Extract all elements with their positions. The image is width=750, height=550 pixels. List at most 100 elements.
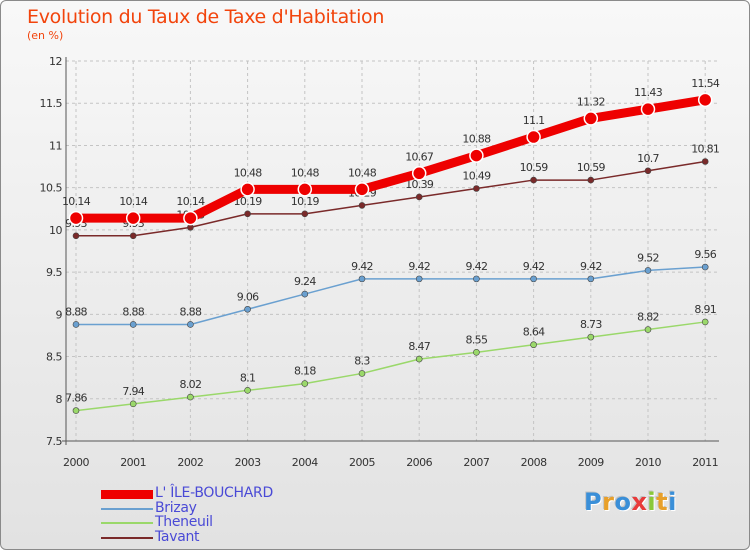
proxiti-logo: Proxiti: [584, 488, 677, 516]
data-label: 9.56: [694, 248, 716, 261]
data-label: 10.14: [119, 195, 148, 208]
series-point-0: [640, 101, 656, 117]
logo-letter: o: [614, 488, 632, 516]
series-point-1: [358, 275, 366, 283]
series-point-3: [415, 193, 423, 201]
data-label: 10.39: [405, 178, 434, 191]
logo-letter: r: [602, 488, 615, 516]
x-tick-label: 2004: [292, 456, 318, 469]
series-line-3: [75, 160, 706, 237]
data-label: 10.48: [234, 166, 263, 179]
data-label: 10.49: [462, 170, 491, 183]
x-tick-label: 2007: [463, 456, 489, 469]
data-label: 8.1: [240, 371, 255, 384]
series-point-3: [129, 232, 137, 240]
x-tick-label: 2002: [177, 456, 203, 469]
data-label: 8.88: [65, 305, 87, 318]
data-label: 8.18: [294, 365, 316, 378]
series-point-2: [587, 333, 595, 341]
data-label: 10.59: [577, 161, 606, 174]
series-line-0: [71, 95, 710, 223]
series-point-3: [358, 202, 366, 209]
series-point-1: [129, 321, 137, 328]
series-point-1: [301, 290, 309, 298]
series-point-1: [644, 267, 652, 274]
data-label: 10.14: [62, 195, 91, 208]
series-point-2: [358, 370, 366, 377]
data-label: 9.42: [351, 260, 373, 273]
logo-letter: i: [668, 488, 677, 516]
y-tick-label: 10.5: [40, 182, 63, 195]
series-point-2: [473, 349, 480, 356]
y-tick-label: 8: [56, 393, 63, 406]
data-label: 10.48: [348, 166, 377, 179]
y-tick-label: 11: [49, 139, 62, 152]
series-point-3: [701, 158, 709, 165]
legend-swatch: [101, 536, 153, 539]
series-point-3: [587, 176, 595, 184]
series-point-2: [72, 407, 80, 414]
series-point-1: [187, 321, 194, 328]
logo-letter: x: [631, 488, 648, 516]
legend-label: Tavant: [155, 528, 200, 545]
series-point-0: [697, 92, 713, 108]
data-label: 10.19: [234, 195, 263, 208]
data-label: 7.94: [122, 385, 144, 398]
series-point-0: [240, 182, 255, 197]
series-point-3: [644, 167, 652, 175]
data-label: 9.52: [637, 251, 659, 264]
data-label: 8.91: [694, 303, 716, 316]
data-label: 9.06: [237, 290, 259, 303]
chart-title: Evolution du Taux de Taxe d'Habitation: [27, 6, 385, 28]
y-tick-label: 11.5: [40, 97, 63, 110]
series-point-1: [530, 275, 537, 283]
data-label: 10.59: [520, 161, 549, 174]
x-tick-label: 2009: [578, 456, 604, 469]
data-label: 8.55: [466, 333, 488, 346]
data-label: 9.42: [466, 260, 488, 273]
data-label: 11.1: [523, 114, 545, 127]
series-point-2: [301, 380, 309, 387]
series-point-1: [473, 275, 480, 283]
data-label: 8.47: [408, 340, 430, 353]
series-point-0: [469, 148, 484, 163]
series-point-0: [125, 210, 141, 226]
series-point-2: [415, 355, 423, 363]
series-point-3: [72, 232, 80, 240]
y-tick-label: 12: [49, 55, 62, 68]
series-point-0: [526, 129, 541, 145]
series-point-0: [354, 182, 370, 197]
data-label: 8.02: [180, 378, 202, 391]
y-tick-label: 10: [49, 224, 62, 237]
logo-letter: P: [584, 488, 603, 516]
x-tick-label: 2005: [349, 456, 375, 469]
data-label: 10.48: [291, 166, 320, 179]
series-line-2: [75, 321, 706, 412]
x-tick-label: 2000: [63, 456, 89, 469]
series-line-1: [75, 266, 706, 326]
series-point-1: [72, 321, 80, 328]
data-label: 10.67: [405, 150, 434, 163]
logo-letter: t: [656, 488, 669, 516]
data-label: 10.19: [291, 195, 320, 208]
legend-label: Brizay: [155, 499, 197, 516]
series-point-2: [701, 318, 709, 326]
data-label: 10.14: [176, 195, 205, 208]
data-label: 8.64: [523, 326, 545, 339]
series-point-1: [701, 263, 709, 271]
data-label: 9.42: [580, 260, 602, 273]
series-point-1: [244, 305, 251, 313]
data-label: 11.43: [634, 86, 663, 99]
y-tick-label: 7.5: [46, 435, 62, 448]
series-point-1: [415, 275, 423, 283]
legend-swatch: [101, 489, 153, 499]
data-label: 8.88: [122, 305, 144, 318]
x-tick-label: 2008: [521, 456, 547, 469]
y-tick-label: 9.5: [46, 266, 62, 279]
series-point-3: [473, 185, 480, 192]
chart-subtitle: (en %): [27, 29, 64, 42]
data-label: 8.82: [637, 311, 659, 324]
series-point-3: [530, 176, 537, 184]
data-label: 10.7: [637, 152, 659, 165]
